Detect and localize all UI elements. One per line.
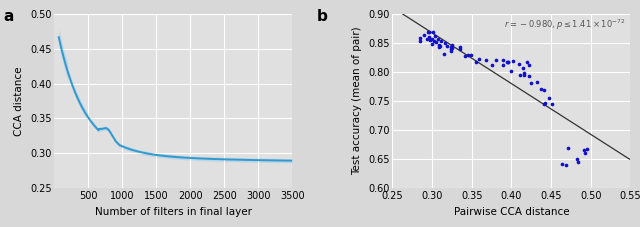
Point: [498, 63, 508, 66]
Point: [455, 45, 465, 49]
Point: [532, 80, 542, 84]
Point: [446, 46, 456, 49]
Point: [547, 102, 557, 106]
Point: [426, 43, 436, 46]
Point: [427, 37, 437, 41]
Point: [573, 161, 584, 164]
Point: [470, 60, 481, 63]
Point: [434, 44, 444, 47]
Point: [522, 61, 532, 64]
Point: [502, 61, 513, 64]
Point: [561, 163, 572, 166]
Point: [466, 53, 476, 56]
Point: [481, 59, 492, 62]
Point: [422, 37, 433, 40]
Point: [580, 152, 590, 155]
Point: [491, 58, 501, 62]
Point: [536, 88, 546, 91]
Point: [431, 40, 442, 44]
Point: [498, 58, 508, 62]
Point: [463, 53, 473, 57]
Point: [526, 81, 536, 84]
Point: [518, 66, 528, 70]
Point: [506, 69, 516, 73]
Point: [518, 72, 529, 75]
X-axis label: Number of filters in final layer: Number of filters in final layer: [95, 207, 252, 217]
Point: [544, 96, 554, 100]
Point: [424, 38, 435, 42]
Point: [447, 44, 457, 47]
Point: [508, 59, 518, 63]
Point: [424, 35, 435, 39]
Point: [524, 74, 534, 78]
Point: [486, 63, 497, 67]
Point: [524, 63, 534, 67]
Point: [415, 36, 425, 39]
Point: [540, 101, 550, 105]
Point: [419, 33, 429, 37]
Point: [445, 48, 456, 51]
Point: [557, 162, 568, 166]
Point: [438, 53, 449, 56]
Point: [572, 157, 582, 161]
Point: [503, 60, 513, 64]
Point: [440, 41, 450, 45]
Point: [474, 57, 484, 61]
Point: [518, 74, 529, 77]
Point: [429, 39, 439, 43]
Point: [460, 54, 470, 57]
Point: [424, 30, 434, 33]
Point: [445, 49, 456, 53]
Point: [435, 44, 445, 47]
Point: [434, 45, 444, 48]
Point: [539, 102, 549, 106]
Text: a: a: [3, 9, 13, 24]
Point: [514, 62, 524, 66]
Point: [429, 34, 440, 38]
X-axis label: Pairwise CCA distance: Pairwise CCA distance: [454, 207, 569, 217]
Point: [515, 73, 525, 77]
Point: [538, 89, 548, 92]
Point: [428, 30, 438, 34]
Point: [433, 37, 443, 41]
Point: [502, 60, 513, 64]
Point: [424, 30, 434, 34]
Point: [447, 46, 457, 50]
Y-axis label: CCA distance: CCA distance: [15, 66, 24, 136]
Text: b: b: [317, 9, 328, 24]
Point: [454, 48, 465, 51]
Point: [563, 146, 573, 150]
Point: [436, 39, 446, 43]
Text: $r = -0.980, p \leq 1.41 \times 10^{-72}$: $r = -0.980, p \leq 1.41 \times 10^{-72}…: [504, 17, 626, 32]
Y-axis label: Test accuracy (mean of pair): Test accuracy (mean of pair): [353, 27, 362, 175]
Point: [442, 44, 452, 48]
Point: [415, 39, 425, 43]
Point: [579, 148, 589, 152]
Point: [581, 148, 591, 151]
